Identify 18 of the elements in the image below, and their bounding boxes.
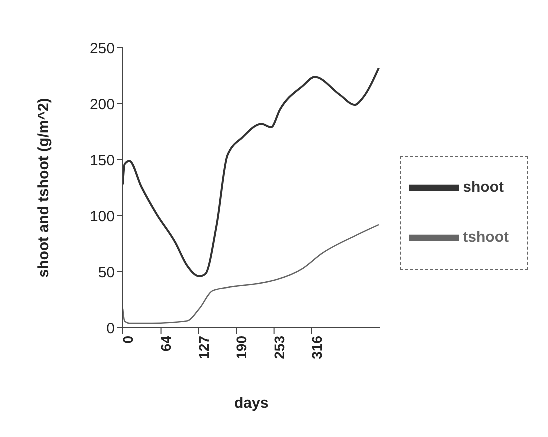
- x-axis-title: days: [234, 395, 269, 412]
- legend-label: shoot: [463, 178, 504, 196]
- y-tick-label: 50: [98, 264, 115, 282]
- y-tick-label: 200: [90, 96, 115, 114]
- line-series: [123, 67, 380, 278]
- y-tick-label: 0: [106, 320, 115, 338]
- y-tick-label: 100: [90, 208, 115, 226]
- x-tick-label: 316: [308, 336, 325, 360]
- legend-label: tshoot: [463, 228, 509, 246]
- y-axis-title: shoot and tshoot (g/m^2): [35, 98, 52, 278]
- x-tick-label: 190: [234, 336, 250, 360]
- y-tick-label: 250: [90, 40, 115, 58]
- y-tick-label: 150: [90, 152, 115, 170]
- x-tick-label: 64: [158, 336, 174, 352]
- x-tick-label: 0: [120, 336, 136, 344]
- x-tick-label: 127: [196, 336, 212, 360]
- line-series: [123, 224, 380, 324]
- x-tick-label: 253: [271, 336, 288, 360]
